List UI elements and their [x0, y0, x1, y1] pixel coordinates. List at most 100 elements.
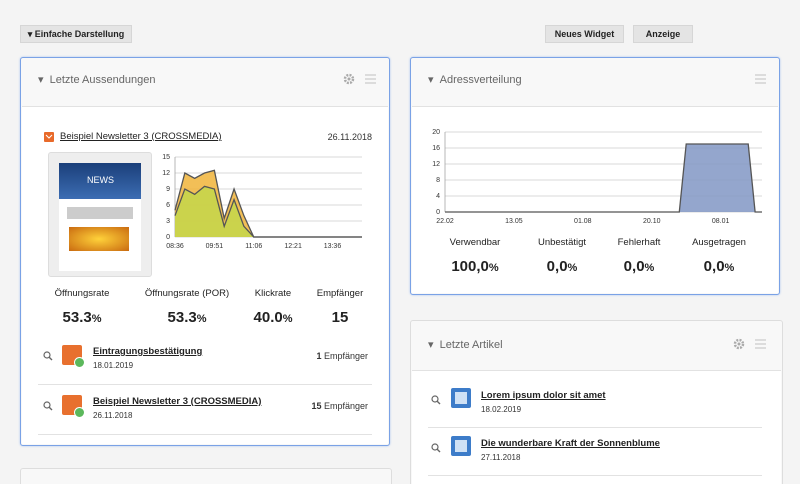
recipient-label: Empfänger [323, 351, 368, 361]
search-icon[interactable] [43, 401, 53, 411]
stat-value: 53.3% [168, 309, 207, 326]
newsletter-thumbnail: NEWS [48, 152, 152, 277]
stat-number: 0,0 [703, 258, 725, 275]
recipients: 15 Empfänger [311, 401, 368, 411]
x-tick-label: 12:21 [284, 243, 302, 250]
thumb-image [69, 227, 129, 251]
mailing-link[interactable]: Beispiel Newsletter 3 (CROSSMEDIA) [93, 396, 262, 407]
y-tick-label: 8 [436, 177, 440, 184]
stat-number: 40.0 [253, 309, 283, 326]
status-dot [74, 357, 85, 368]
widget-icons [733, 338, 766, 350]
mailing-link[interactable]: Eintragungsbestätigung [93, 346, 203, 357]
area [445, 144, 762, 212]
stat-number: 53.3 [167, 309, 197, 326]
widget-title[interactable]: ▾ Letzte Artikel [428, 339, 503, 351]
stat-value: 0,0% [704, 258, 735, 275]
stat-label: Öffnungsrate [54, 288, 110, 299]
title-text: Letzte Artikel [439, 339, 503, 351]
stat-label: Verwendbar [449, 237, 501, 248]
header-divider [22, 106, 388, 107]
widget-title[interactable]: ▾ Letzte Aussendungen [38, 74, 156, 86]
row-divider [38, 434, 372, 435]
thumb-heading: NEWS [87, 175, 114, 185]
article-date: 18.02.2019 [481, 405, 522, 414]
header-divider [412, 370, 781, 371]
stat-label: Öffnungsrate (POR) [144, 288, 230, 299]
gear-center [737, 342, 741, 346]
newsletter-link[interactable]: Beispiel Newsletter 3 (CROSSMEDIA) [60, 131, 222, 142]
stat-label: Fehlerhaft [617, 237, 661, 248]
stat-unit: % [724, 262, 735, 274]
area [175, 186, 362, 237]
mailing-date: 18.01.2019 [93, 361, 134, 370]
stat-label: Klickrate [254, 288, 292, 299]
row-divider [428, 427, 762, 428]
stat-value: 40.0% [254, 309, 293, 326]
button-label: Einfache Darstellung [34, 29, 125, 39]
status-dot [74, 407, 85, 418]
stat-number: 0,0 [546, 258, 568, 275]
stat-value: 0,0% [547, 258, 578, 275]
x-tick-label: 08.01 [712, 218, 730, 225]
x-tick-label: 01.08 [574, 218, 592, 225]
stat-value: 0,0% [624, 258, 655, 275]
x-tick-label: 13.05 [505, 218, 523, 225]
search-icon[interactable] [431, 395, 441, 405]
y-tick-label: 12 [432, 161, 440, 168]
display-button[interactable]: Anzeige [633, 25, 693, 43]
gear-center [347, 77, 351, 81]
y-tick-label: 15 [162, 154, 170, 161]
newsletter-date: 26.11.2018 [327, 132, 372, 142]
row-divider [38, 384, 372, 385]
address-chart: 0 4 8 12 16 20 22.02 13.05 01.08 20.10 08.01 [432, 129, 762, 225]
widget-title[interactable]: ▾ Adressverteilung [428, 74, 522, 86]
article-link[interactable]: Lorem ipsum dolor sit amet [481, 390, 606, 401]
recipient-count: 1 [316, 351, 322, 361]
thumb-content [59, 199, 141, 271]
recipient-label: Empfänger [323, 401, 368, 411]
stat-value: 100,0% [451, 258, 498, 275]
menu-icon[interactable] [365, 74, 376, 84]
title-text: Adressverteilung [439, 74, 522, 86]
y-tick-label: 16 [432, 145, 440, 152]
article-icon-inner [455, 392, 467, 404]
stat-number: 15 [331, 309, 349, 326]
recipient-count: 15 [311, 401, 322, 411]
x-tick-label: 22.02 [436, 218, 454, 225]
gear-icon[interactable] [733, 338, 745, 350]
stat-value: 15 [332, 309, 349, 326]
stat-number: 53.3 [62, 309, 92, 326]
simple-view-button[interactable]: ▾ Einfache Darstellung [20, 25, 132, 43]
article-date: 27.11.2018 [481, 453, 521, 462]
article-link[interactable]: Die wunderbare Kraft der Sonnenblume [481, 438, 660, 449]
search-icon[interactable] [431, 443, 441, 453]
x-tick-label: 11:06 [245, 243, 262, 250]
line [174, 185, 362, 238]
next-widget [20, 468, 392, 484]
y-tick-label: 6 [166, 202, 170, 209]
mailing-date: 26.11.2018 [93, 411, 133, 420]
mailing-chart: 0 3 6 9 12 15 08:36 09:51 11:06 12:21 13:36 [162, 154, 362, 250]
thumb-block [67, 207, 133, 219]
x-tick-label: 20.10 [643, 218, 661, 225]
gear-icon[interactable] [343, 73, 355, 85]
y-tick-label: 4 [436, 193, 440, 200]
y-tick-label: 0 [436, 209, 440, 216]
y-tick-label: 0 [166, 234, 170, 241]
title-text: Letzte Aussendungen [49, 74, 156, 86]
stat-label: Empfänger [316, 288, 364, 299]
stat-number: 0,0 [623, 258, 645, 275]
newsletter-icon [44, 132, 54, 142]
y-tick-label: 12 [162, 170, 170, 177]
stat-unit: % [567, 262, 578, 274]
search-icon[interactable] [43, 351, 53, 361]
menu-icon[interactable] [754, 73, 768, 87]
y-tick-label: 3 [166, 218, 170, 225]
stat-unit: % [282, 313, 293, 325]
new-widget-button[interactable]: Neues Widget [545, 25, 624, 43]
line [445, 143, 762, 213]
y-tick-label: 20 [432, 129, 440, 136]
menu-icon[interactable] [755, 339, 766, 349]
